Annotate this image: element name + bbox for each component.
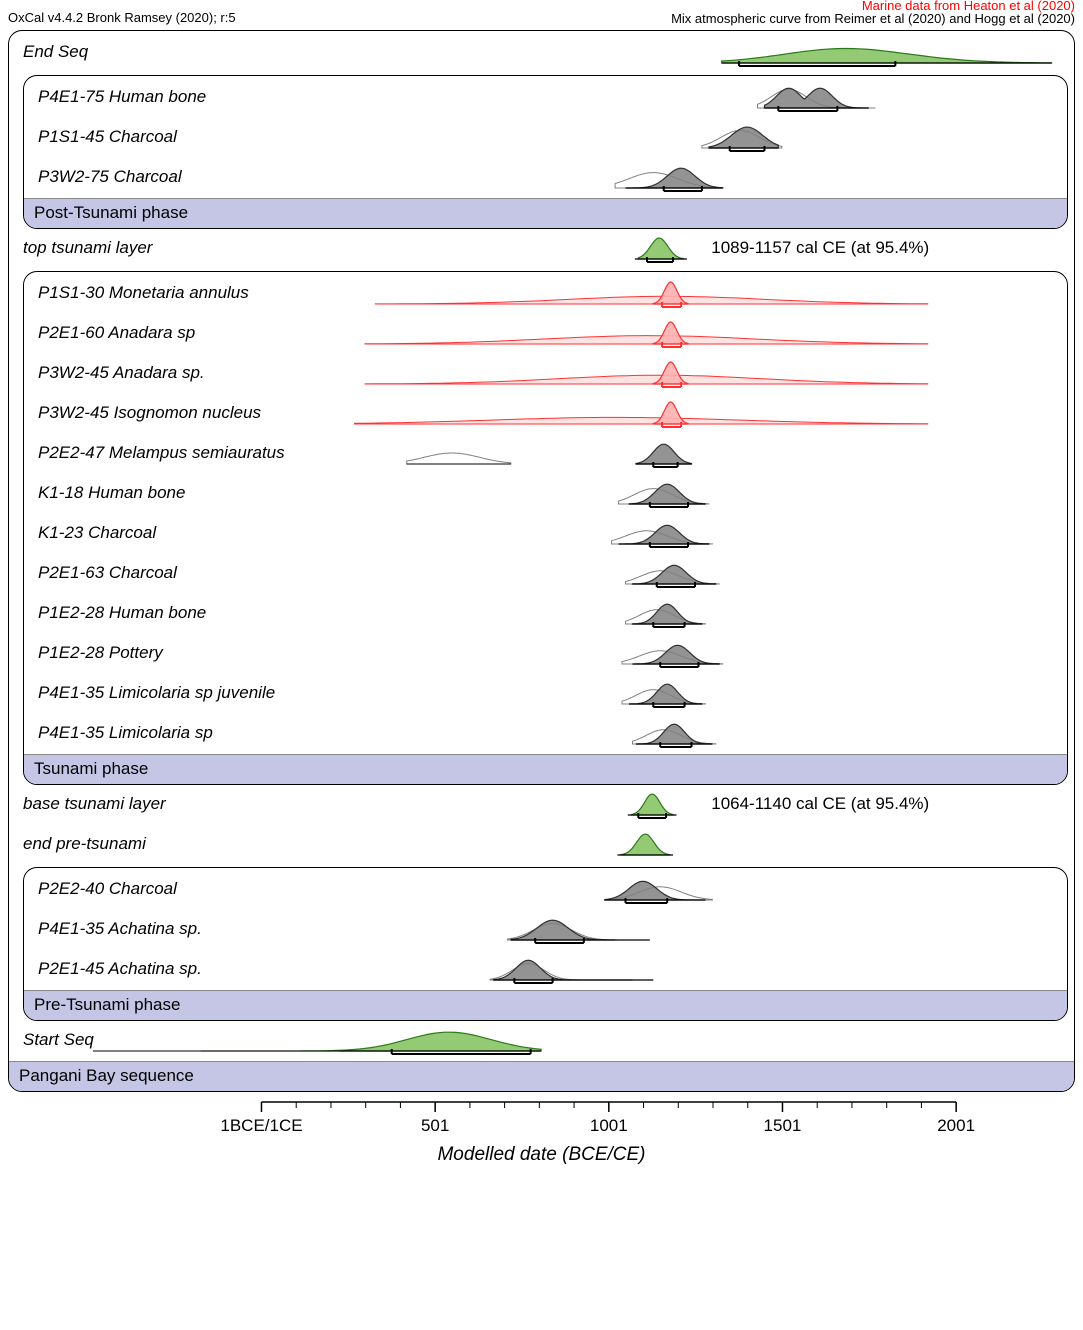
distribution (24, 674, 1067, 714)
date-row: P4E1-75 Human bone (24, 78, 1067, 118)
date-row: P2E1-45 Achatina sp. (24, 950, 1067, 990)
distribution (9, 229, 1074, 269)
distribution (24, 158, 1067, 198)
distribution (24, 274, 1067, 314)
date-row: P2E2-40 Charcoal (24, 870, 1067, 910)
date-row: P1E2-28 Human bone (24, 594, 1067, 634)
distribution (24, 910, 1067, 950)
distribution (9, 33, 1074, 73)
group-box: P4E1-75 Human boneP1S1-45 CharcoalP3W2-7… (23, 75, 1068, 229)
distribution (24, 78, 1067, 118)
date-row: P1S1-30 Monetaria annulus (24, 274, 1067, 314)
axis-title: Modelled date (BCE/CE) (437, 1144, 645, 1166)
phase-bar: Pre-Tsunami phase (24, 990, 1067, 1020)
phase-bar: Tsunami phase (24, 754, 1067, 784)
distribution (24, 314, 1067, 354)
distribution (9, 785, 1074, 825)
distribution (9, 1021, 1074, 1061)
date-row: P2E1-60 Anadara sp (24, 314, 1067, 354)
date-row: K1-23 Charcoal (24, 514, 1067, 554)
date-row: end pre-tsunami (9, 825, 1074, 865)
date-row: base tsunami layer1064-1140 cal CE (at 9… (9, 785, 1074, 825)
distribution (24, 554, 1067, 594)
date-row: P3W2-45 Anadara sp. (24, 354, 1067, 394)
distribution (24, 870, 1067, 910)
date-row: top tsunami layer1089-1157 cal CE (at 95… (9, 229, 1074, 269)
phase-bar: Pangani Bay sequence (9, 1061, 1074, 1091)
distribution (24, 434, 1067, 474)
plot-area: End SeqP4E1-75 Human boneP1S1-45 Charcoa… (8, 26, 1075, 1092)
date-row: P4E1-35 Achatina sp. (24, 910, 1067, 950)
distribution (24, 714, 1067, 754)
header-left: OxCal v4.4.2 Bronk Ramsey (2020); r:5 (8, 10, 236, 25)
date-row: K1-18 Human bone (24, 474, 1067, 514)
distribution (24, 634, 1067, 674)
distribution (24, 394, 1067, 434)
date-row: P1S1-45 Charcoal (24, 118, 1067, 158)
distribution (9, 825, 1074, 865)
distribution (24, 950, 1067, 990)
group-box: P2E2-40 CharcoalP4E1-35 Achatina sp.P2E1… (23, 867, 1068, 1021)
date-row: P4E1-35 Limicolaria sp juvenile (24, 674, 1067, 714)
date-row: P2E1-63 Charcoal (24, 554, 1067, 594)
phase-bar: Post-Tsunami phase (24, 198, 1067, 228)
distribution (24, 514, 1067, 554)
date-row: P3W2-45 Isognomon nucleus (24, 394, 1067, 434)
date-row: End Seq (9, 33, 1074, 73)
distribution (24, 118, 1067, 158)
x-axis: Modelled date (BCE/CE) 1BCE/1CE501100115… (0, 1098, 1083, 1188)
date-row: P4E1-35 Limicolaria sp (24, 714, 1067, 754)
date-row: Start Seq (9, 1021, 1074, 1061)
header-mix: Mix atmospheric curve from Reimer et al … (671, 11, 1075, 26)
date-row: P1E2-28 Pottery (24, 634, 1067, 674)
distribution (24, 474, 1067, 514)
group-box: P1S1-30 Monetaria annulusP2E1-60 Anadara… (23, 271, 1068, 785)
distribution (24, 354, 1067, 394)
group-box: End SeqP4E1-75 Human boneP1S1-45 Charcoa… (8, 30, 1075, 1092)
distribution (24, 594, 1067, 634)
date-row: P2E2-47 Melampus semiauratus (24, 434, 1067, 474)
oxcal-plot: OxCal v4.4.2 Bronk Ramsey (2020); r:5 Ma… (0, 0, 1083, 1188)
date-row: P3W2-75 Charcoal (24, 158, 1067, 198)
